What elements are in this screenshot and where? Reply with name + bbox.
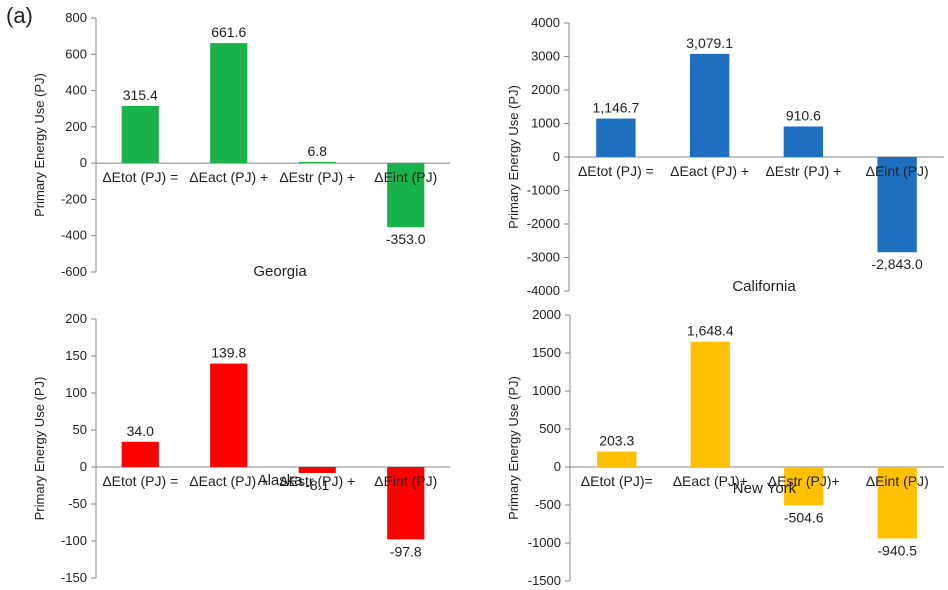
new-york-y-tick-label: -1000 — [528, 535, 561, 550]
new-york-category-label: ΔEact (PJ)+ — [673, 473, 748, 489]
california-y-tick-label: 0 — [553, 149, 560, 164]
california-category-label: ΔEint (PJ) — [866, 163, 929, 179]
alaska-y-tick-label: -150 — [61, 570, 87, 585]
alaska-category-label: ΔEact (PJ) + — [189, 473, 268, 489]
alaska-value-label: 139.8 — [211, 345, 246, 361]
georgia-y-tick-label: 400 — [65, 83, 87, 98]
new-york-value-label: 203.3 — [599, 433, 634, 449]
georgia-value-label: 661.6 — [211, 24, 246, 40]
new-york-y-tick-label: 1000 — [532, 383, 561, 398]
georgia-y-tick-label: 0 — [80, 155, 87, 170]
new-york-y-tick-label: 2000 — [532, 307, 561, 322]
georgia-chart-title: Georgia — [253, 263, 307, 280]
california-value-label: 1,146.7 — [593, 100, 640, 116]
alaska-value-label: 34.0 — [127, 423, 154, 439]
new-york-value-label: -940.5 — [877, 542, 917, 558]
new-york-y-tick-label: 500 — [539, 421, 561, 436]
georgia-bar — [121, 105, 159, 164]
new-york-chart-title: New York — [733, 480, 797, 497]
california-category-label: ΔEact (PJ) + — [670, 163, 749, 179]
alaska-y-tick-label: 0 — [80, 459, 87, 474]
new-york-value-label: 1,648.4 — [687, 323, 734, 339]
alaska-bar — [210, 363, 248, 467]
new-york-bar — [784, 467, 824, 506]
california-y-tick-label: 3000 — [531, 49, 560, 64]
california-y-tick-label: -3000 — [527, 250, 560, 265]
georgia-y-tick-label: 200 — [65, 119, 87, 134]
new-york-y-tick-label: 1500 — [532, 345, 561, 360]
california-y-tick-label: -4000 — [527, 283, 560, 298]
alaska-y-tick-label: 100 — [65, 385, 87, 400]
alaska-category-label: ΔEint (PJ) — [374, 473, 437, 489]
california-chart-title: California — [732, 278, 796, 295]
california-category-label: ΔEtot (PJ) = — [578, 163, 654, 179]
georgia-bar — [210, 43, 248, 164]
new-york-y-tick-label: 0 — [554, 459, 561, 474]
figure-label: (a) — [6, 3, 33, 28]
alaska-category-label: ΔEstr (PJ) + — [279, 473, 355, 489]
new-york-bar — [597, 451, 637, 467]
new-york-value-label: -504.6 — [784, 509, 824, 525]
alaska-y-tick-label: 150 — [65, 348, 87, 363]
new-york-y-tick-label: -1500 — [528, 573, 561, 588]
georgia-y-tick-label: -400 — [61, 228, 87, 243]
alaska-y-axis-label: Primary Energy Use (PJ) — [32, 377, 47, 521]
california-value-label: 3,079.1 — [686, 35, 733, 51]
georgia-bar-chart: -600 -400 -200 0 200 400 600 800 Primary Energy … — [32, 10, 450, 280]
alaska-y-tick-label: 50 — [73, 422, 87, 437]
alaska-y-tick-label: -100 — [61, 533, 87, 548]
california-value-label: -2,843.0 — [871, 256, 923, 272]
georgia-bar — [387, 163, 425, 228]
alaska-value-label: -97.8 — [390, 543, 422, 559]
georgia-value-label: -353.0 — [386, 231, 426, 247]
georgia-category-label: ΔEint (PJ) — [374, 169, 437, 185]
georgia-y-tick-label: 600 — [65, 46, 87, 61]
alaska-category-label: ΔEtot (PJ) = — [102, 473, 178, 489]
alaska-chart-title: Alaska — [258, 472, 304, 489]
california-bar — [596, 118, 636, 157]
alaska-value-label: -8.1 — [305, 477, 329, 493]
california-y-tick-label: 4000 — [531, 15, 560, 30]
california-bar-chart: -4000 -3000 -2000 -1000 0 1000 2000 3000 4000 Pri… — [506, 15, 944, 298]
california-y-axis-label: Primary Energy Use (PJ) — [506, 85, 521, 229]
georgia-category-label: ΔEact (PJ) + — [189, 169, 268, 185]
georgia-bar — [298, 161, 336, 164]
california-value-label: 910.6 — [786, 107, 821, 123]
new-york-y-axis-label: Primary Energy Use (PJ) — [506, 376, 521, 520]
georgia-category-label: ΔEtot (PJ) = — [102, 169, 178, 185]
new-york-category-label: ΔEtot (PJ)= — [581, 473, 653, 489]
new-york-category-label: ΔEstr (PJ)+ — [768, 473, 840, 489]
new-york-bar-chart: -1500 -1000 -500 0 500 1000 1500 2000 Primary En… — [506, 307, 944, 588]
georgia-category-label: ΔEstr (PJ) + — [279, 169, 355, 185]
california-y-tick-label: 1000 — [531, 116, 560, 131]
georgia-value-label: 315.4 — [123, 87, 158, 103]
alaska-bar — [298, 467, 336, 473]
california-bar — [689, 53, 730, 157]
georgia-y-tick-label: -600 — [61, 264, 87, 279]
alaska-y-tick-label: -50 — [68, 496, 87, 511]
georgia-value-label: 6.8 — [308, 143, 328, 159]
georgia-y-tick-label: 800 — [65, 10, 87, 25]
new-york-bar — [690, 341, 730, 467]
new-york-bar — [877, 467, 917, 539]
new-york-category-label: ΔEint (PJ) — [866, 473, 929, 489]
california-y-tick-label: -2000 — [527, 216, 560, 231]
california-y-tick-label: 2000 — [531, 82, 560, 97]
georgia-y-axis-label: Primary Energy Use (PJ) — [32, 73, 47, 217]
alaska-bar — [121, 441, 159, 467]
alaska-y-tick-label: 200 — [65, 311, 87, 326]
alaska-bar-chart: -150 -100 -50 0 50 100 150 200 Primary Energy Us… — [32, 311, 450, 585]
california-bar — [877, 157, 917, 253]
new-york-y-tick-label: -500 — [535, 497, 561, 512]
california-y-tick-label: -1000 — [527, 183, 560, 198]
california-bar — [783, 126, 824, 157]
georgia-y-tick-label: -200 — [61, 191, 87, 206]
alaska-bar — [387, 467, 425, 540]
california-category-label: ΔEstr (PJ) + — [765, 163, 841, 179]
